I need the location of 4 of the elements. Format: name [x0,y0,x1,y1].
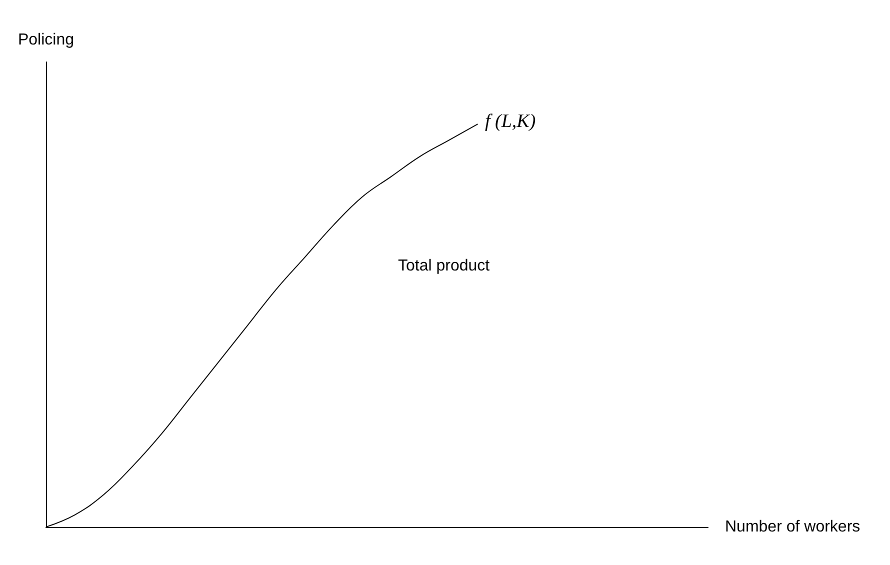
x-axis-title: Number of workers [725,518,860,536]
annotation: Total product [398,258,490,274]
annotation: f (L,K) [485,111,536,132]
y-axis-title: Policing [18,32,74,48]
